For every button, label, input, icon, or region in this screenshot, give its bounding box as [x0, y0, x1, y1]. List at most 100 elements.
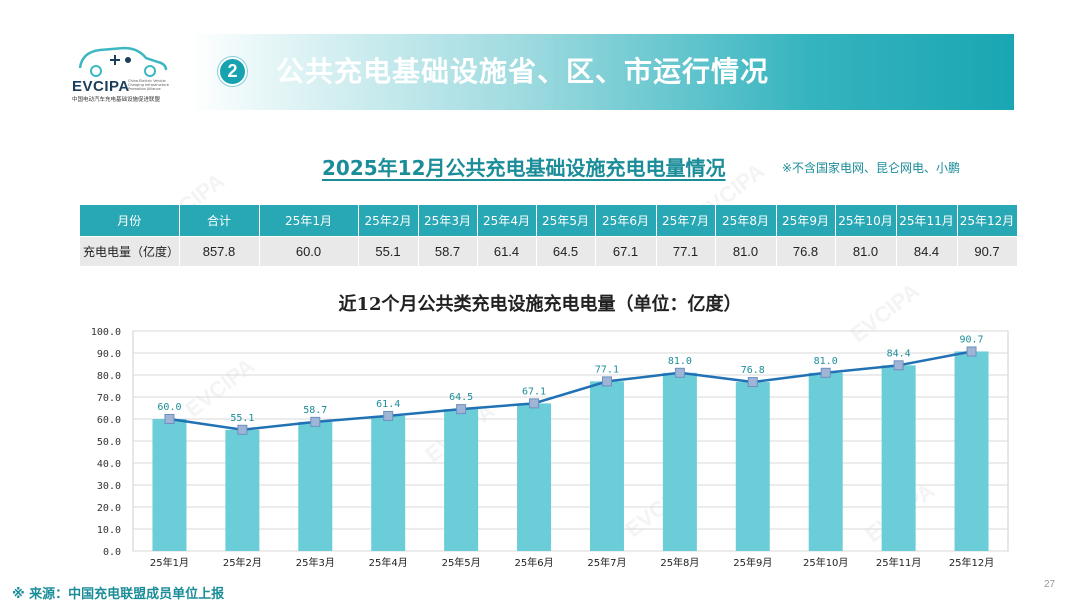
- table-cell: 67.1: [595, 236, 657, 267]
- y-tick-label: 30.0: [97, 481, 121, 492]
- y-tick-label: 60.0: [97, 415, 121, 426]
- evcipa-logo: [78, 46, 168, 77]
- line-marker: [456, 404, 467, 415]
- logo-subtitle: 中国电动汽车充电基础设施促进联盟: [72, 97, 161, 103]
- x-tick-label: 25年6月: [514, 556, 553, 569]
- y-tick-label: 40.0: [97, 459, 121, 470]
- bar: [225, 429, 260, 551]
- line-marker: [237, 424, 248, 435]
- data-label: 67.1: [522, 386, 546, 397]
- line-marker: [164, 414, 175, 424]
- section-banner: [192, 34, 1014, 110]
- data-label: 76.8: [741, 365, 765, 376]
- table-header-cell: 25年9月: [776, 205, 836, 237]
- x-tick-label: 25年2月: [223, 556, 262, 569]
- data-label: 90.7: [959, 334, 983, 345]
- data-label: 81.0: [814, 356, 838, 367]
- y-tick-label: 70.0: [97, 393, 121, 404]
- y-tick-label: 100.0: [91, 327, 121, 338]
- data-label: 77.1: [595, 364, 619, 375]
- table-header-cell: 25年7月: [656, 205, 716, 237]
- table-header-cell: 25年10月: [835, 205, 897, 237]
- bar: [152, 419, 187, 551]
- bar: [444, 409, 479, 551]
- table-row-label: 充电电量（亿度）: [80, 236, 180, 267]
- table-header-cell: 月份: [80, 205, 180, 237]
- table-cell: 58.7: [418, 236, 478, 267]
- data-source: ※ 来源：中国充电联盟成员单位上报: [12, 587, 225, 602]
- bar: [954, 351, 989, 551]
- x-tick-label: 25年3月: [296, 556, 335, 569]
- table-header-cell: 25年6月: [595, 205, 657, 237]
- table-cell: 55.1: [358, 236, 419, 267]
- data-label: 61.4: [376, 399, 400, 410]
- table-cell: 76.8: [776, 236, 836, 267]
- x-tick-label: 25年4月: [369, 556, 408, 569]
- x-tick-label: 25年8月: [660, 556, 699, 569]
- x-tick-label: 25年5月: [442, 556, 481, 569]
- page-number: 27: [1044, 579, 1056, 590]
- logo-english: China Electric Vehicle Charging Infrastr…: [128, 79, 169, 91]
- bar: [662, 372, 697, 551]
- logo-text: EVCIPA: [72, 78, 130, 95]
- y-tick-label: 50.0: [97, 437, 121, 448]
- table-cell: 857.8: [179, 236, 260, 267]
- bar: [298, 421, 333, 551]
- section-number-badge: 2: [218, 57, 247, 86]
- y-tick-label: 80.0: [97, 371, 121, 382]
- table-cell: 60.0: [259, 236, 359, 267]
- charging-volume-table: 月份 合计 25年1月 25年2月 25年3月 25年4月 25年5月 25年6…: [80, 205, 1018, 267]
- line-marker: [601, 376, 612, 387]
- table-header-cell: 25年11月: [896, 205, 958, 237]
- line-marker: [966, 346, 977, 357]
- table-row: 充电电量（亿度） 857.8 60.0 55.1 58.7 61.4 64.5 …: [80, 236, 1018, 267]
- table-cell: 84.4: [896, 236, 958, 267]
- y-tick-label: 20.0: [97, 503, 121, 514]
- table-title: 2025年12月公共充电基础设施充电电量情况: [322, 156, 726, 180]
- bar: [589, 381, 624, 551]
- x-tick-label: 25年7月: [587, 556, 626, 569]
- data-label: 55.1: [230, 413, 254, 424]
- table-header-cell: 25年12月: [957, 205, 1018, 237]
- bar: [517, 403, 552, 551]
- line-marker: [674, 367, 685, 378]
- data-label: 84.4: [887, 348, 911, 359]
- bar: [881, 365, 916, 551]
- table-cell: 81.0: [715, 236, 777, 267]
- table-header-cell: 合计: [179, 205, 260, 237]
- table-header-cell: 25年3月: [418, 205, 478, 237]
- table-header-row: 月份 合计 25年1月 25年2月 25年3月 25年4月 25年5月 25年6…: [80, 205, 1018, 237]
- data-label: 64.5: [449, 392, 473, 403]
- exclusion-note: ※不含国家电网、昆仑网电、小鹏: [782, 161, 961, 175]
- line-marker: [310, 416, 321, 427]
- table-header-cell: 25年5月: [536, 205, 596, 237]
- data-label: 81.0: [668, 356, 692, 367]
- line-marker: [893, 360, 904, 371]
- table-cell: 64.5: [536, 236, 596, 267]
- x-tick-label: 25年1月: [150, 556, 189, 569]
- trend-line: [169, 350, 972, 432]
- y-tick-label: 0.0: [103, 547, 121, 558]
- data-label: 58.7: [303, 405, 327, 416]
- data-label: 60.0: [157, 402, 181, 413]
- line-marker: [747, 377, 758, 388]
- line-marker: [820, 367, 831, 378]
- x-tick-label: 25年11月: [876, 556, 921, 569]
- table-cell: 77.1: [656, 236, 716, 267]
- x-tick-label: 25年10月: [803, 556, 848, 569]
- line-marker: [529, 398, 540, 409]
- table-header-cell: 25年2月: [358, 205, 419, 237]
- table-header-cell: 25年4月: [477, 205, 537, 237]
- x-tick-label: 25年12月: [949, 556, 994, 569]
- bar: [735, 382, 770, 551]
- table-cell: 61.4: [477, 236, 537, 267]
- table-header-cell: 25年1月: [259, 205, 359, 237]
- y-tick-label: 10.0: [97, 525, 121, 536]
- line-marker: [383, 410, 394, 421]
- table-header-cell: 25年8月: [715, 205, 777, 237]
- table-cell: 90.7: [957, 236, 1018, 267]
- bar: [808, 372, 843, 551]
- x-tick-label: 25年9月: [733, 556, 772, 569]
- table-cell: 81.0: [835, 236, 897, 267]
